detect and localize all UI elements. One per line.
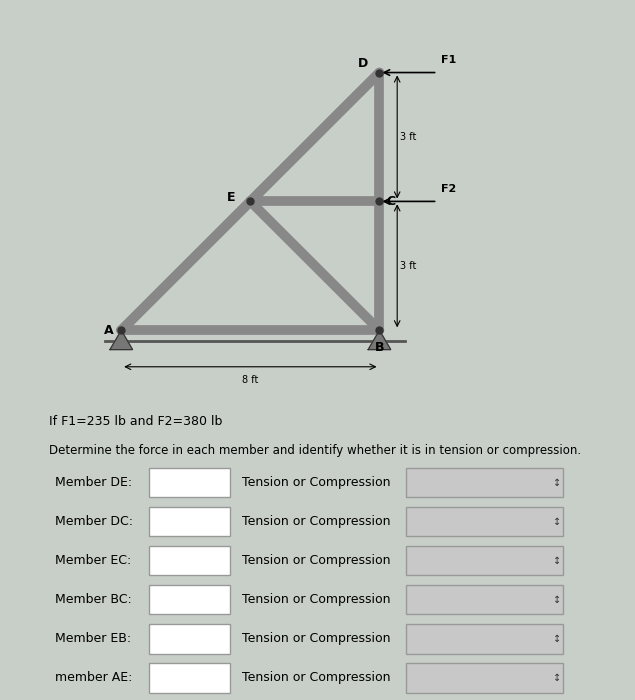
Text: Member EC:: Member EC: bbox=[55, 554, 131, 567]
Bar bbox=[149, 585, 231, 615]
Text: D: D bbox=[358, 57, 368, 71]
Bar bbox=[406, 664, 563, 693]
Text: ↕: ↕ bbox=[554, 517, 561, 526]
Text: A: A bbox=[104, 324, 113, 337]
Bar bbox=[406, 624, 563, 654]
Text: C: C bbox=[386, 195, 396, 208]
Text: 3 ft: 3 ft bbox=[401, 132, 417, 142]
Bar bbox=[406, 468, 563, 497]
Bar bbox=[149, 624, 231, 654]
Bar bbox=[406, 507, 563, 536]
Text: ↕: ↕ bbox=[554, 673, 561, 683]
Bar bbox=[406, 546, 563, 575]
Text: F2: F2 bbox=[441, 183, 456, 193]
Text: ↕: ↕ bbox=[554, 595, 561, 605]
Text: Tension or Compression: Tension or Compression bbox=[242, 593, 391, 606]
Text: Tension or Compression: Tension or Compression bbox=[242, 515, 391, 528]
Text: Tension or Compression: Tension or Compression bbox=[242, 632, 391, 645]
Bar bbox=[149, 664, 231, 693]
Text: ↕: ↕ bbox=[554, 477, 561, 487]
Bar bbox=[149, 546, 231, 575]
Text: 3 ft: 3 ft bbox=[401, 261, 417, 271]
Polygon shape bbox=[368, 330, 391, 349]
Text: 8 ft: 8 ft bbox=[242, 374, 258, 385]
Bar bbox=[406, 585, 563, 615]
Bar bbox=[149, 468, 231, 497]
Text: B: B bbox=[375, 341, 384, 354]
Bar bbox=[149, 507, 231, 536]
Text: Member DC:: Member DC: bbox=[55, 515, 133, 528]
Text: F1: F1 bbox=[441, 55, 456, 64]
Text: Tension or Compression: Tension or Compression bbox=[242, 554, 391, 567]
Text: ↕: ↕ bbox=[554, 556, 561, 566]
Text: E: E bbox=[227, 190, 235, 204]
Text: Determine the force in each member and identify whether it is in tension or comp: Determine the force in each member and i… bbox=[50, 444, 582, 457]
Text: member AE:: member AE: bbox=[55, 671, 133, 685]
Text: Member DE:: Member DE: bbox=[55, 476, 132, 489]
Text: If F1=235 lb and F2=380 lb: If F1=235 lb and F2=380 lb bbox=[50, 415, 223, 428]
Text: Tension or Compression: Tension or Compression bbox=[242, 476, 391, 489]
Text: Member BC:: Member BC: bbox=[55, 593, 132, 606]
Polygon shape bbox=[110, 330, 133, 349]
Text: Member EB:: Member EB: bbox=[55, 632, 131, 645]
Text: ↕: ↕ bbox=[554, 634, 561, 644]
Text: Tension or Compression: Tension or Compression bbox=[242, 671, 391, 685]
